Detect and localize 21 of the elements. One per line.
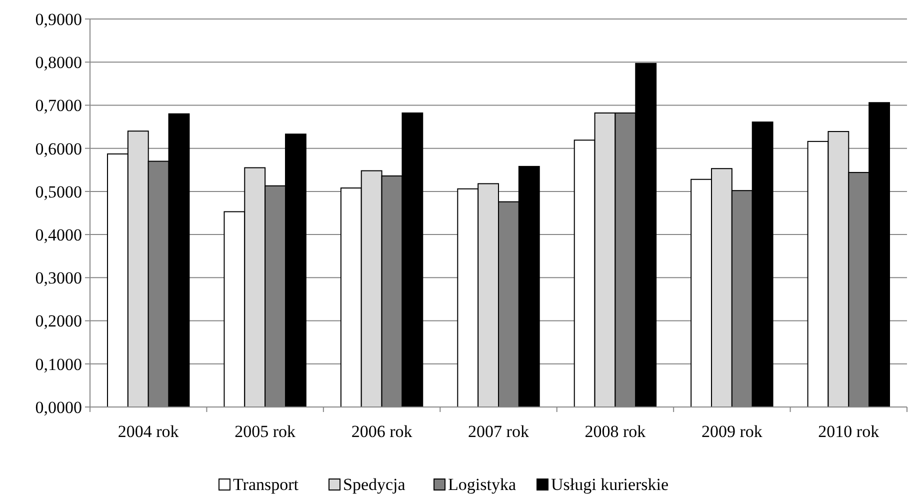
y-tick-label: 0,5000 — [35, 182, 82, 202]
y-tick-label: 0,6000 — [35, 139, 82, 158]
legend-label: Transport — [233, 475, 299, 494]
y-tick-label: 0,0000 — [35, 398, 82, 417]
x-tick-label: 2007 rok — [468, 422, 530, 441]
x-tick-label: 2004 rok — [118, 422, 180, 441]
y-tick-label: 0,9000 — [35, 10, 82, 29]
y-tick-label: 0,4000 — [35, 226, 82, 245]
y-tick-label: 0,2000 — [35, 312, 82, 331]
legend-label: Logistyka — [448, 475, 516, 494]
legend-label: Spedycja — [343, 475, 406, 494]
legend-label: Usługi kurierskie — [551, 475, 669, 494]
y-tick-label: 0,1000 — [35, 354, 82, 374]
y-tick-label: 0,3000 — [35, 268, 82, 288]
x-tick-label: 2010 rok — [818, 422, 880, 441]
y-tick-label: 0,8000 — [35, 53, 82, 72]
x-tick-label: 2006 rok — [351, 422, 413, 441]
y-tick-label: 0,7000 — [35, 96, 82, 116]
x-tick-label: 2005 rok — [234, 422, 296, 441]
x-tick-label: 2009 rok — [701, 422, 763, 441]
x-tick-label: 2008 rok — [584, 422, 646, 441]
